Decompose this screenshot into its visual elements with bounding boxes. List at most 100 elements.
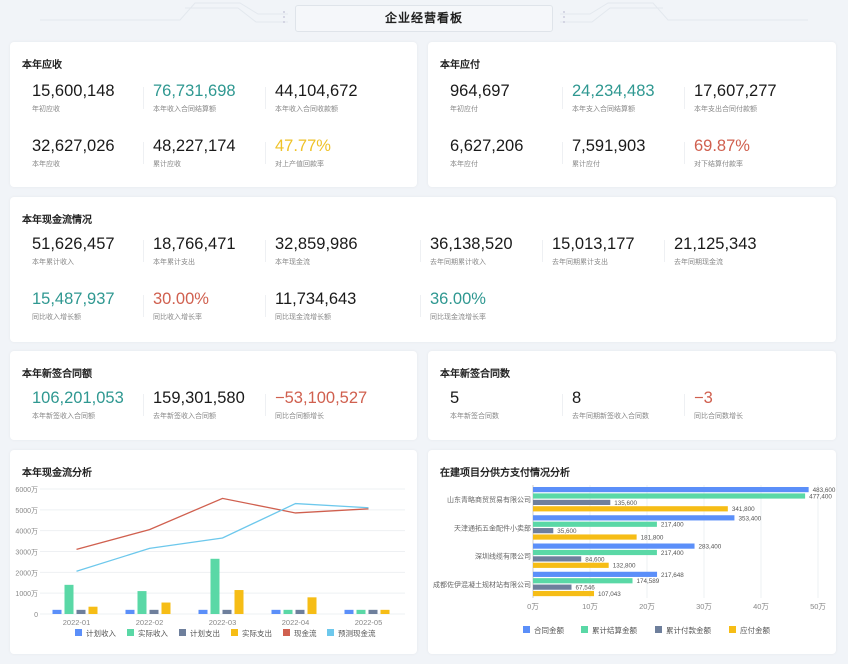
stat: 69.87% 对下结算付款率 [694,137,750,177]
stat-value: 48,227,174 [153,137,236,155]
stat-value: −3 [694,389,713,407]
stat-value: 11,734,643 [275,290,357,308]
bar-计划支出 [222,609,232,614]
stat-label: 本年支出合同付款额 [694,106,757,113]
stat-value: 5 [450,389,460,407]
stat: −3 同比合同数增长 [694,389,743,429]
page-title: 企业经营看板 [295,5,553,32]
stat-label: 对上产值回款率 [275,161,324,168]
legend-label: 累计付款金额 [666,625,711,635]
divider [265,394,266,416]
legend-swatch [581,626,588,633]
divider [143,394,144,416]
y-tick-label: 1000万 [15,590,38,598]
stat-label: 本年应付 [450,161,478,168]
bar-合同金额 [533,571,658,577]
x-tick-label: 2022-01 [63,618,91,627]
stat-label: 本年支入合同结算额 [572,106,635,113]
stat-label: 本年累计收入 [32,259,74,266]
stat: 5 本年新签合同数 [450,389,499,429]
divider [265,87,266,109]
stat-value: 30.00% [153,290,209,308]
stat-label: 本年新签收入合同额 [32,413,95,420]
bar-计划支出 [76,609,86,614]
divider [143,142,144,164]
legend-swatch [75,629,82,636]
bar-累计付款金额 [533,499,611,505]
y-tick-label: 0 [34,612,38,619]
bar-应付金额 [533,562,609,568]
x-tick-label: 30万 [696,602,712,611]
stat-label: 去年同期新签收入合同数 [572,413,649,420]
bar-计划收入 [125,609,135,614]
stat-value: 44,104,672 [275,82,358,100]
stat-value: 51,626,457 [32,235,115,253]
bar-实际支出 [234,590,244,614]
legend-swatch [179,629,186,636]
legend-swatch [655,626,662,633]
receivable-card: 本年应收 15,600,148 年初应收 76,731,698 本年收入合同结算额 … [10,42,417,187]
stat-label: 同比合同额增长 [275,413,324,420]
stat: 15,487,937 同比收入增长额 [32,290,115,330]
bar-累计结算金额 [533,493,806,499]
supplier-payment-chart: 0万 10万 20万 30万 40万 50万 山东青略商贸贸易有限公司 483,600477,… [433,485,836,635]
bar-计划收入 [344,609,354,614]
stat-label: 年初应收 [32,106,60,113]
stat-value: 69.87% [694,137,750,155]
y-tick-label: 成都佐伊混凝土规材站有限公司 [433,580,531,589]
bar-实际支出 [307,597,317,614]
data-label: 84,600 [585,556,605,563]
cashflow-card: 本年现金流情况 51,626,457 本年累计收入 18,766,471 本年累计支… [10,197,836,342]
stat-value: 32,859,986 [275,235,358,253]
y-tick-label: 4000万 [15,528,38,536]
divider [143,240,144,262]
card-title: 本年应收 [22,60,62,71]
bar-实际收入 [210,558,220,614]
stat: 51,626,457 本年累计收入 [32,235,115,275]
y-tick-label: 深圳线缆有限公司 [475,552,531,561]
stat-label: 累计应收 [153,161,181,168]
legend-label: 应付金额 [740,625,770,635]
data-label: 477,400 [809,493,832,500]
stat-value: 106,201,053 [32,389,124,407]
stat: 964,697 年初应付 [450,82,510,122]
legend-label: 实际收入 [138,628,168,638]
legend-label: 累计结算金额 [592,625,637,635]
divider [265,240,266,262]
stat: 48,227,174 累计应收 [153,137,236,177]
stat-label: 本年现金流 [275,259,310,266]
stat-label: 同比收入增长率 [153,314,202,321]
bar-合同金额 [533,515,735,521]
divider [684,87,685,109]
card-title: 本年新签合同额 [22,369,92,380]
stat-value: 159,301,580 [153,389,245,407]
bar-累计付款金额 [533,528,554,534]
bar-实际支出 [380,609,390,614]
bar-合同金额 [533,543,695,549]
stat: 11,734,643 同比现金流增长额 [275,290,356,330]
stat-value: 964,697 [450,82,510,100]
bar-实际收入 [283,609,293,614]
stat: 17,607,277 本年支出合同付款额 [694,82,777,122]
stat-label: 对下结算付款率 [694,161,743,168]
stat-label: 同比收入增长额 [32,314,81,321]
data-label: 67,546 [576,585,596,592]
stat-label: 本年累计支出 [153,259,195,266]
bar-应付金额 [533,534,637,540]
bar-计划收入 [198,609,208,614]
divider [664,240,665,262]
stat-label: 去年同期累计支出 [552,259,608,266]
stat-label: 累计应付 [572,161,600,168]
x-tick-label: 40万 [753,602,769,611]
bar-实际收入 [64,584,74,614]
stat: 8 去年同期新签收入合同数 [572,389,649,429]
bar-应付金额 [533,506,728,512]
stat-label: 同比现金流增长率 [430,314,486,321]
stat-value: 21,125,343 [674,235,757,253]
bar-实际收入 [137,591,147,614]
data-label: 483,600 [813,487,836,494]
legend-swatch [283,629,290,636]
y-tick-label: 山东青略商贸贸易有限公司 [447,495,531,504]
x-tick-label: 20万 [639,602,655,611]
data-label: 217,400 [661,550,684,557]
